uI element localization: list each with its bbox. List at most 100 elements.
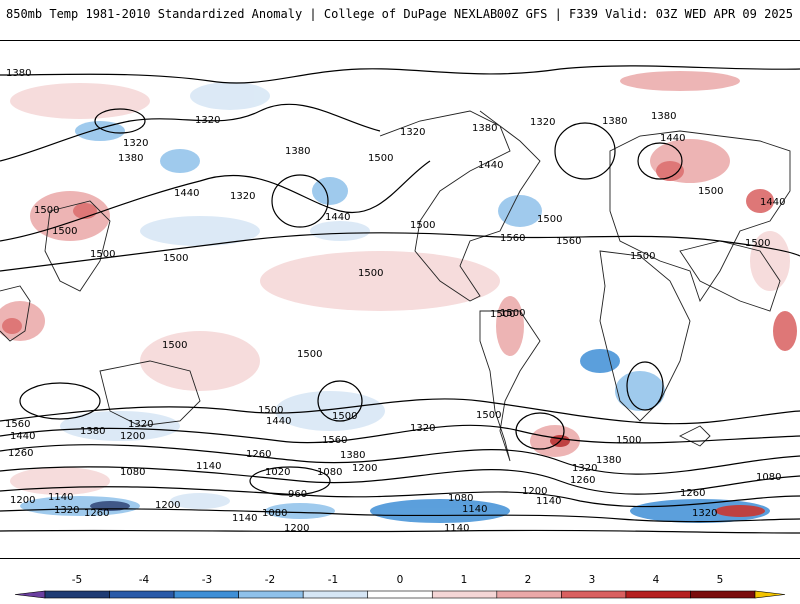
contour-label: 1200 [10, 495, 35, 506]
contour-label: 1500 [368, 153, 393, 164]
contour-label: 1380 [80, 426, 105, 437]
contour-label: 1380 [6, 68, 31, 79]
header: 850mb Temp 1981-2010 Standardized Anomal… [0, 0, 800, 30]
contour-label: 1380 [285, 146, 310, 157]
contour-label: 1140 [444, 523, 469, 534]
contour-label: 1380 [472, 123, 497, 134]
contour-label: 1500 [297, 349, 322, 360]
contour-label: 1320 [530, 117, 555, 128]
contour-label: 1080 [262, 508, 287, 519]
colorbar-tick: 4 [653, 574, 660, 586]
contour-label: 1500 [34, 205, 59, 216]
contour-label: 1080 [756, 472, 781, 483]
colorbar-segment [238, 590, 304, 599]
contour-label: 1500 [332, 411, 357, 422]
colorbar: -5 -4 -3 -2 -1 0 1 2 3 4 5 [0, 572, 800, 600]
contour-label: 1380 [340, 450, 365, 461]
contour-label: 1320 [195, 115, 220, 126]
contour-label: 1500 [258, 405, 283, 416]
contour-label: 1500 [476, 410, 501, 421]
contour-label: 1500 [500, 308, 525, 319]
contour-label: 1320 [230, 191, 255, 202]
contour-label: 1380 [602, 116, 627, 127]
contour-label: 1140 [48, 492, 73, 503]
height-contours [0, 65, 800, 534]
contour-label: 1080 [120, 467, 145, 478]
contour-label: 1260 [570, 475, 595, 486]
colorbar-segment [109, 590, 175, 599]
colorbar-segment [561, 590, 627, 599]
contour-label: 1260 [246, 449, 271, 460]
contour-label: 1260 [680, 488, 705, 499]
colorbar-tick: -5 [72, 574, 82, 586]
contour-label: 1200 [155, 500, 180, 511]
contour-label: 1320 [572, 463, 597, 474]
contour-label: 1500 [537, 214, 562, 225]
contour-labels: 1380 1320 1380 1320 1440 1500 1500 1500 … [5, 68, 785, 534]
colorbar-tick: -2 [265, 574, 275, 586]
anomaly-shading [0, 71, 797, 523]
colorbar-segment [173, 590, 239, 599]
contour-label: 1380 [596, 455, 621, 466]
contour-label: 1200 [284, 523, 309, 534]
contour-label: 1500 [698, 186, 723, 197]
contour-label: 1440 [660, 133, 685, 144]
contour-label: 1080 [448, 493, 473, 504]
colorbar-segments [14, 590, 786, 599]
contour-label: 1560 [556, 236, 581, 247]
contour-label: 1440 [325, 212, 350, 223]
colorbar-arrow-high [754, 590, 786, 599]
contour-label: 1500 [52, 226, 77, 237]
contour-label: 1080 [317, 467, 342, 478]
colorbar-svg: -5 -4 -3 -2 -1 0 1 2 3 4 5 [14, 574, 786, 599]
contour-label: 1380 [651, 111, 676, 122]
contour-label: 1500 [490, 309, 515, 320]
colorbar-segment [44, 590, 110, 599]
contour-label: 1500 [630, 251, 655, 262]
contour-label: 1320 [54, 505, 79, 516]
contour-label: 1440 [266, 416, 291, 427]
colorbar-arrow-low [14, 590, 46, 599]
contour-label: 1560 [5, 419, 30, 430]
colorbar-segment [302, 590, 369, 599]
contour-label: 1320 [123, 138, 148, 149]
contour-label: 1260 [8, 448, 33, 459]
contour-label: 1200 [522, 486, 547, 497]
weather-map: 1380 1320 1380 1320 1440 1500 1500 1500 … [0, 40, 800, 559]
contour-label: 1320 [128, 419, 153, 430]
contour-label: 960 [288, 489, 307, 500]
model-run-label: 00Z GFS | F339 Valid: 03Z WED APR 09 202… [496, 7, 793, 21]
contour-label: 1500 [745, 238, 770, 249]
contour-label: 1500 [358, 268, 383, 279]
colorbar-tick: -3 [202, 574, 212, 586]
coastlines [0, 110, 791, 462]
contour-label: 1200 [120, 431, 145, 442]
colorbar-tick: 1 [461, 574, 468, 586]
contour-label: 1200 [352, 463, 377, 474]
contour-label: 1260 [84, 508, 109, 519]
contour-label: 1440 [478, 160, 503, 171]
contour-label: 1140 [232, 513, 257, 524]
contour-label: 1560 [500, 233, 525, 244]
map-title: 850mb Temp 1981-2010 Standardized Anomal… [6, 7, 498, 21]
colorbar-tick: 2 [525, 574, 532, 586]
colorbar-segment [367, 590, 433, 599]
contour-label: 1500 [410, 220, 435, 231]
contour-label: 1320 [410, 423, 435, 434]
contour-label: 1440 [174, 188, 199, 199]
colorbar-tick: 3 [589, 574, 596, 586]
colorbar-tick: -4 [139, 574, 150, 586]
contour-label: 1500 [163, 253, 188, 264]
colorbar-tick: -1 [328, 574, 338, 586]
contour-label: 1440 [10, 431, 35, 442]
contour-label: 1320 [400, 127, 425, 138]
contour-label: 1500 [162, 340, 187, 351]
contour-label: 1140 [196, 461, 221, 472]
contour-label: 1500 [616, 435, 641, 446]
contour-label: 1380 [118, 153, 143, 164]
contour-label: 1500 [90, 249, 115, 260]
colorbar-segment [496, 590, 562, 599]
colorbar-segment [690, 590, 756, 599]
contour-label: 1560 [322, 435, 347, 446]
contour-label: 1320 [692, 508, 717, 519]
